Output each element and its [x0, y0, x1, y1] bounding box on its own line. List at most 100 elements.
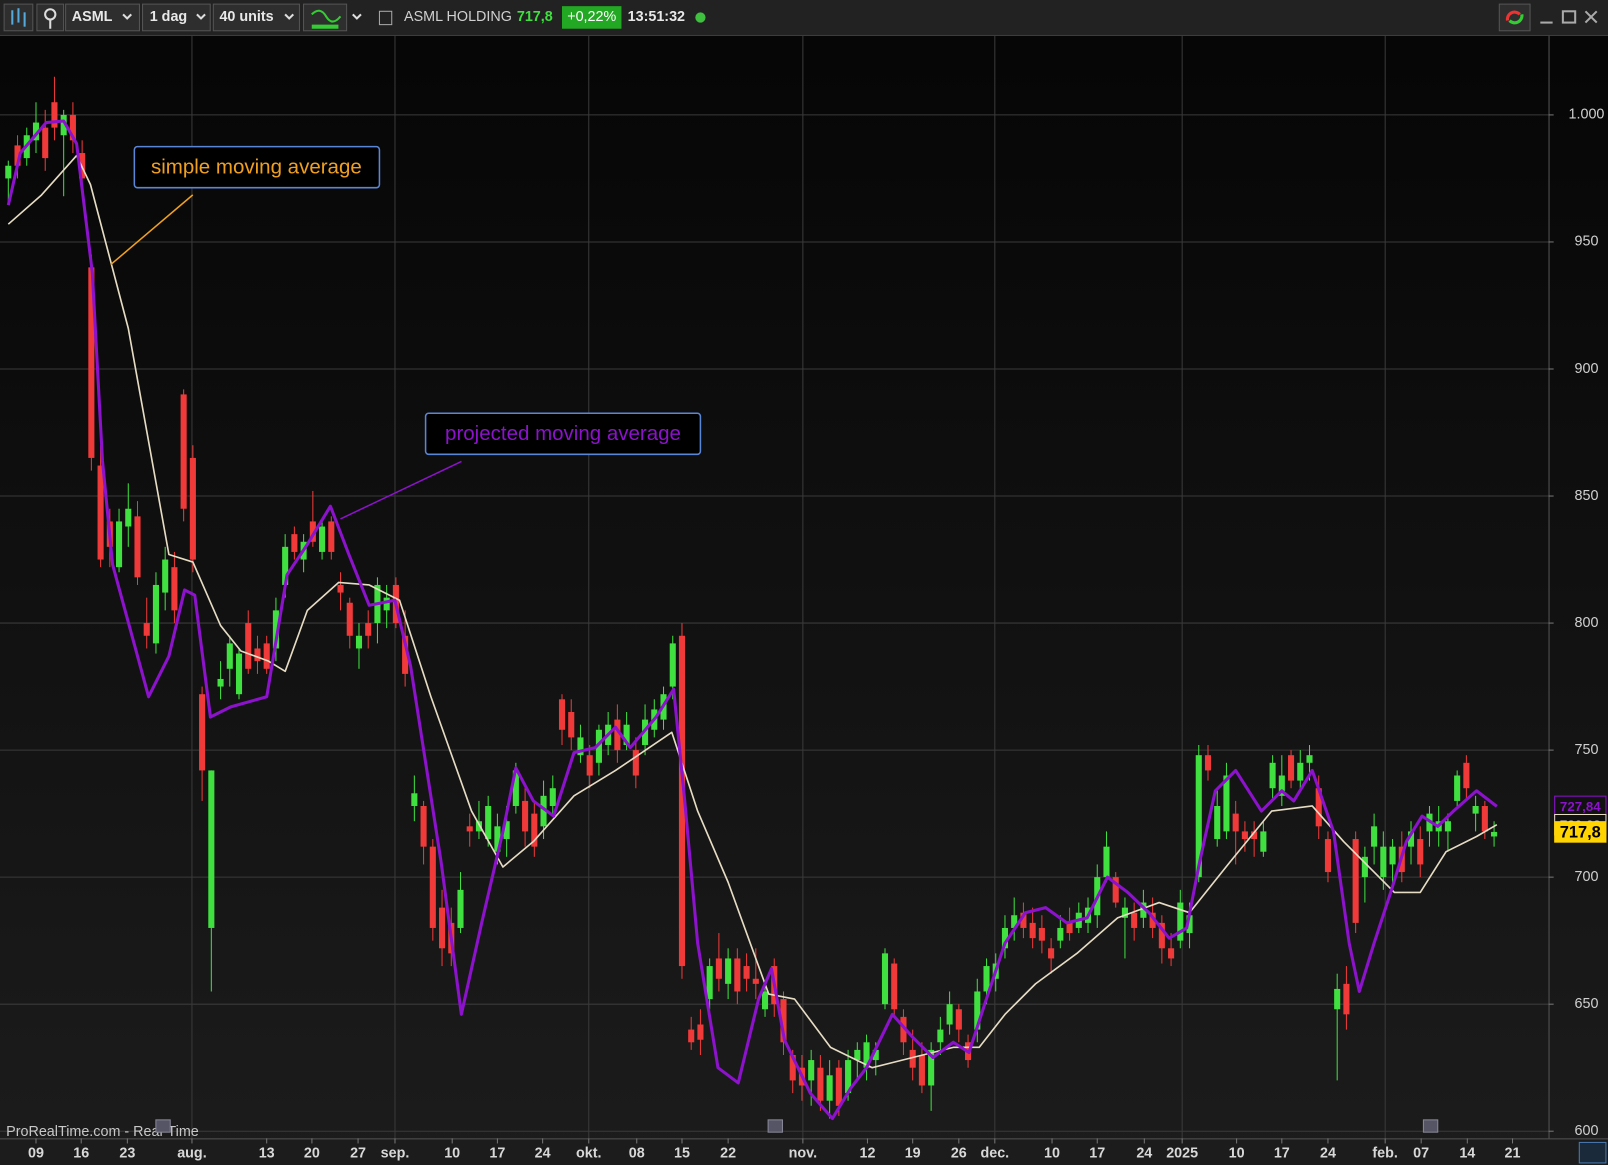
candle-body [725, 958, 732, 984]
symbol-selector[interactable]: ASML [65, 3, 140, 32]
candle-body [51, 102, 58, 128]
x-tick-label: 14 [1459, 1146, 1475, 1162]
candle-body [734, 958, 741, 992]
symbol: ASML [72, 9, 113, 25]
candle-body [328, 521, 335, 552]
x-tick-label: 15 [674, 1146, 690, 1162]
x-tick-label: 13 [259, 1146, 275, 1162]
candle-body [365, 623, 372, 636]
x-tick-label: nov. [789, 1146, 817, 1162]
candle-body [411, 793, 418, 806]
candle-body [808, 1060, 815, 1081]
close-button[interactable] [1584, 10, 1598, 24]
period-selector[interactable]: 1 dag [142, 3, 211, 32]
x-tick-label: 23 [119, 1146, 135, 1162]
candle-body [1131, 912, 1138, 928]
candle-body [14, 145, 21, 166]
candle-body [595, 729, 602, 763]
x-tick-label: 24 [1136, 1146, 1152, 1162]
candle-body [309, 521, 316, 542]
refresh-button[interactable] [1498, 3, 1531, 32]
candle-body [152, 584, 160, 644]
candle-body [1288, 755, 1295, 781]
candle-body [1057, 927, 1064, 941]
candle-body [457, 889, 464, 928]
period: 1 dag [150, 9, 187, 25]
candle-body [678, 635, 686, 967]
tools-button[interactable] [36, 3, 65, 32]
candle-body [577, 737, 584, 756]
change-badge [561, 6, 622, 29]
candle-body [891, 963, 898, 1010]
candle-body [558, 699, 566, 730]
last-value-label: 727,84 [1560, 799, 1601, 814]
x-tick-label: sep. [381, 1146, 410, 1162]
change: +0,22% [567, 9, 616, 25]
x-tick-label: feb. [1372, 1146, 1398, 1162]
x-tick-label: 27 [350, 1146, 366, 1162]
candle-body [909, 1049, 916, 1068]
annotation-sma: simple moving average [110, 145, 381, 266]
x-tick-label: 09 [28, 1146, 44, 1162]
candle-body [346, 602, 353, 636]
candle-body [540, 795, 547, 827]
x-tick-label: 26 [951, 1146, 967, 1162]
candle-body [69, 114, 76, 141]
candle-body [189, 457, 196, 560]
candle-body [1214, 805, 1221, 840]
y-tick-label: 900 [1574, 361, 1598, 377]
candle-body [1260, 831, 1267, 852]
scroll-button[interactable] [1578, 1141, 1607, 1164]
candle-body [1103, 846, 1110, 878]
candle-body [1463, 762, 1470, 789]
candle-body [780, 999, 787, 1043]
x-tick-label: 2025 [1166, 1146, 1198, 1162]
maximize-button[interactable] [1561, 10, 1577, 24]
candle-body [97, 465, 104, 560]
candle-body [171, 567, 178, 611]
y-tick-label: 850 [1574, 488, 1598, 504]
candle-body [1444, 821, 1451, 832]
x-tick-label: okt. [576, 1146, 602, 1162]
candle-body [1020, 912, 1027, 928]
candle-body [715, 958, 722, 979]
x-tick-label: 24 [535, 1146, 551, 1162]
candle-body [319, 526, 326, 552]
candle-body [1241, 831, 1248, 840]
x-tick-label: 19 [905, 1146, 921, 1162]
candle-body [688, 1029, 695, 1043]
candle-body [1112, 877, 1119, 903]
candle-body [752, 978, 759, 984]
candle-body [549, 788, 556, 806]
candle-body [162, 559, 169, 593]
x-tick-label: 22 [720, 1146, 736, 1162]
candle-body [88, 267, 95, 458]
candle-body [881, 953, 889, 1005]
candle-body [1269, 762, 1276, 789]
candle-body [761, 991, 769, 1010]
candle-body [1481, 805, 1488, 832]
candle-body [531, 813, 538, 847]
y-tick-label: 600 [1574, 1123, 1598, 1139]
last-value-label: 717,8 [1560, 823, 1601, 841]
candle-body [1149, 912, 1156, 928]
candle-body [586, 755, 593, 776]
watermark: ProRealTime.com - Real-Time [6, 1124, 199, 1140]
candle-body [1066, 922, 1073, 934]
candle-body [282, 546, 289, 585]
candle-body [1251, 831, 1258, 840]
candle-body [402, 635, 409, 674]
units-selector[interactable]: 40 units [212, 3, 300, 32]
candle-body [955, 1009, 962, 1030]
candle-body [669, 643, 676, 687]
chart-type-button[interactable] [3, 3, 34, 32]
indicator-menu[interactable] [352, 13, 362, 20]
candle-body [180, 394, 187, 509]
info-icon[interactable] [378, 10, 393, 26]
y-tick-label: 750 [1574, 742, 1598, 758]
indicator-button[interactable] [303, 3, 348, 32]
x-tick-label: dec. [980, 1146, 1009, 1162]
candle-body [208, 770, 215, 928]
